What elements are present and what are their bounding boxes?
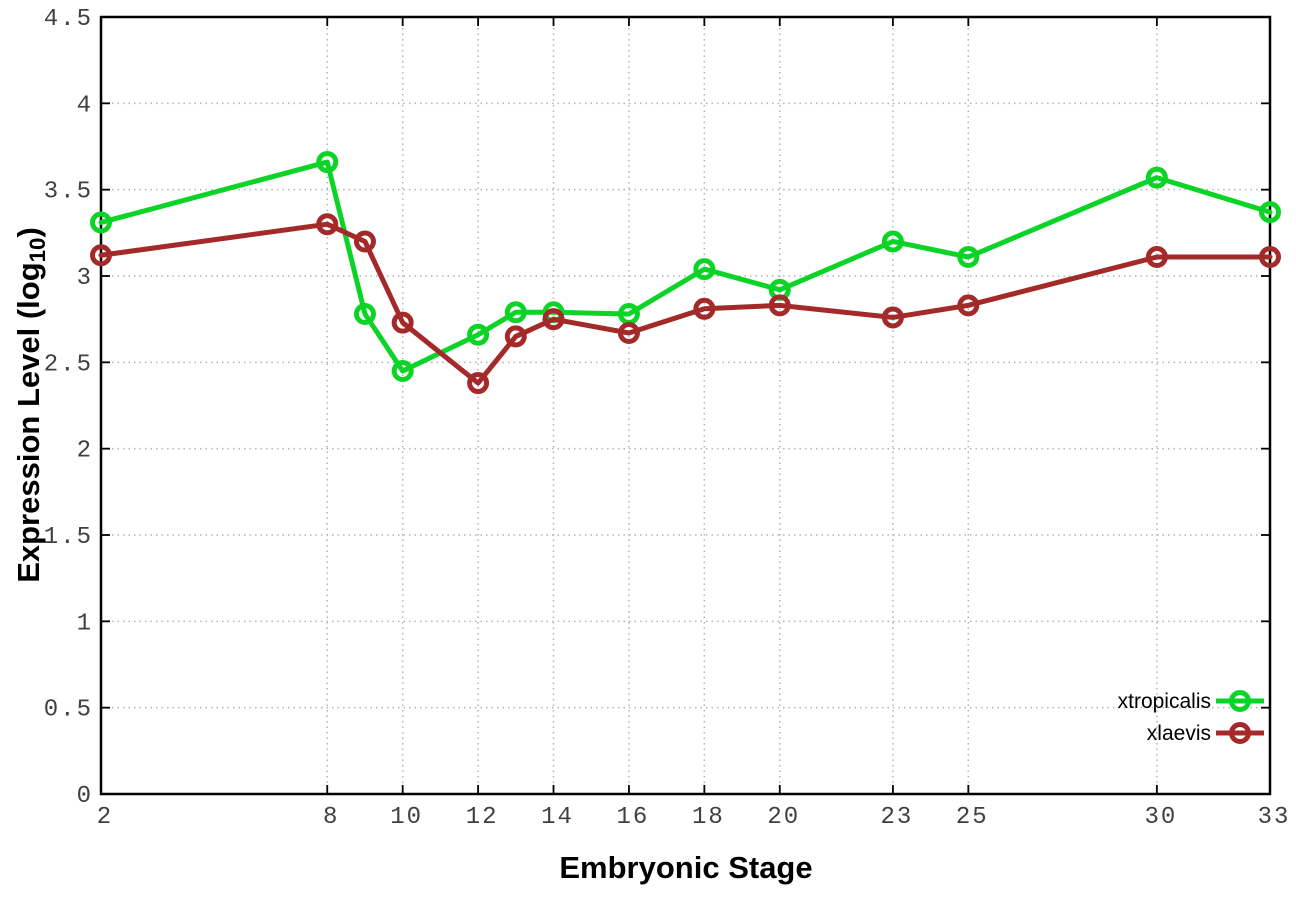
x-tick-label: 14 <box>541 804 574 831</box>
x-tick-label: 10 <box>390 804 423 831</box>
data-point-xtropicalis-8 <box>316 151 339 174</box>
x-tick-label: 2 <box>97 804 113 831</box>
x-tick-label: 18 <box>692 804 725 831</box>
data-point-xlaevis-9 <box>353 230 376 253</box>
data-point-xtropicalis-2 <box>90 211 112 234</box>
data-point-xtropicalis-10 <box>391 359 414 382</box>
data-point-xlaevis-30 <box>1145 246 1168 269</box>
x-tick-label: 8 <box>323 804 339 831</box>
y-tick-label: 3.5 <box>44 179 93 206</box>
data-point-xlaevis-2 <box>90 244 112 267</box>
data-point-xtropicalis-9 <box>353 302 376 325</box>
y-axis-title-text: Expression Level (log <box>11 262 47 583</box>
data-point-xtropicalis-33 <box>1259 201 1281 224</box>
data-point-xlaevis-8 <box>316 213 339 236</box>
data-point-xlaevis-23 <box>881 306 904 329</box>
x-tick-label: 16 <box>617 804 650 831</box>
data-point-xlaevis-14 <box>542 308 565 331</box>
data-point-xtropicalis-30 <box>1145 166 1168 189</box>
x-axis-title: Embryonic Stage <box>559 850 813 885</box>
data-point-xlaevis-10 <box>391 311 414 334</box>
y-axis-title-subscript: 10 <box>24 237 50 263</box>
data-point-xlaevis-20 <box>768 294 791 317</box>
data-point-xtropicalis-13 <box>504 301 527 324</box>
legend-marker-xtropicalis <box>1229 690 1251 712</box>
y-tick-label: 1.5 <box>44 524 93 551</box>
y-axis-title: Expression Level (log10) <box>11 227 51 583</box>
y-tick-label: 4 <box>77 92 93 119</box>
y-axis-title-suffix: ) <box>11 227 47 238</box>
data-point-xtropicalis-12 <box>467 323 490 346</box>
data-point-xlaevis-33 <box>1259 246 1281 269</box>
plot-border <box>99 15 1272 796</box>
legend-label-xtropicalis: xtropicalis <box>1118 690 1211 713</box>
data-point-xtropicalis-23 <box>881 230 904 253</box>
data-point-xlaevis-13 <box>504 325 527 348</box>
data-point-xlaevis-12 <box>467 372 490 395</box>
data-point-xlaevis-25 <box>957 294 980 317</box>
x-tick-label: 12 <box>466 804 499 831</box>
legend-label-xlaevis: xlaevis <box>1147 722 1211 745</box>
y-tick-label: 0 <box>77 783 93 810</box>
y-tick-label: 0.5 <box>44 697 93 724</box>
data-point-xtropicalis-18 <box>693 258 716 281</box>
series-line-xlaevis <box>98 221 1273 386</box>
y-tick-label: 2.5 <box>44 351 93 378</box>
y-tick-label: 4.5 <box>44 6 93 33</box>
data-point-xtropicalis-25 <box>957 246 980 269</box>
y-tick-label: 2 <box>77 438 93 465</box>
data-point-xlaevis-16 <box>617 321 640 344</box>
y-tick-label: 1 <box>77 610 93 637</box>
y-tick-label: 3 <box>77 265 93 292</box>
x-tick-label: 30 <box>1144 804 1177 831</box>
series-line-xtropicalis <box>98 159 1273 374</box>
x-tick-label: 25 <box>956 804 989 831</box>
x-tick-label: 33 <box>1258 804 1291 831</box>
data-point-xlaevis-18 <box>693 297 716 320</box>
x-tick-label: 23 <box>880 804 913 831</box>
x-tick-label: 20 <box>767 804 800 831</box>
legend-marker-xlaevis <box>1229 722 1251 744</box>
